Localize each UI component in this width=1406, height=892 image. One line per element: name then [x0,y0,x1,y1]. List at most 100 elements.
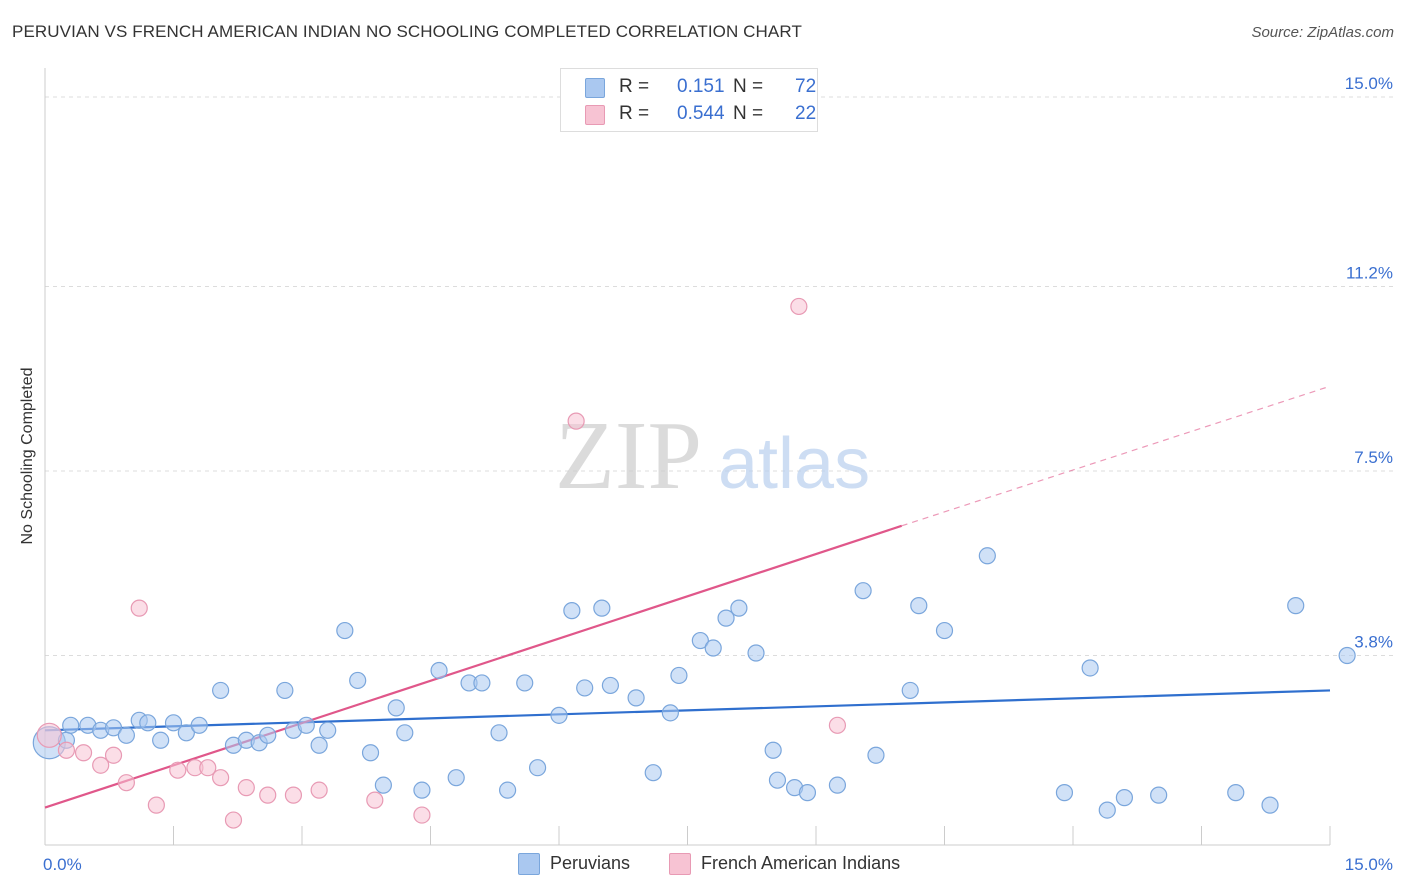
peruvian-point [349,671,367,690]
peruvian-point [901,681,919,700]
stats-r-value: 0.151 [677,76,725,97]
axes [44,68,1331,846]
peruvian-point [374,776,392,794]
y-tick-label: 7.5% [1354,448,1393,467]
french-american-indian-point [130,599,148,617]
peruvian-point [413,781,431,799]
french-american-indian-point [237,779,255,797]
stats-n-label: N = [733,76,764,97]
french-american-indian-point [310,781,328,799]
peruvian-point [1098,801,1116,819]
peruvian-point [576,679,594,697]
x-tick-label: 15.0% [1345,855,1393,874]
peruvian-point [1150,786,1168,804]
peruvian-point [152,731,170,749]
peruvian-point [867,746,885,764]
stats-box: R = 0.151 N = 72 R = 0.544 N = 22 [560,68,818,132]
peruvian-point [1261,796,1279,814]
trend-lines [44,385,1331,809]
french-american-indian-point [169,761,187,779]
peruvian-point [447,769,465,787]
stats-r-label: R = [619,103,650,124]
watermark: ZIP atlas [555,402,870,510]
french-american-indian-point [366,791,384,809]
legend-swatch-french-american-indians [669,853,691,875]
legend-swatch-peruvians [518,853,540,875]
x-tick-label: 0.0% [43,855,82,874]
trend-line-peruvians [44,689,1331,732]
peruvian-point [430,661,448,680]
peruvian-point [516,674,534,692]
y-tick-label: 3.8% [1354,633,1393,652]
peruvian-point [499,781,517,799]
french-american-indian-point [57,741,76,759]
y-tick-label: 11.2% [1346,263,1393,282]
peruvian-point [259,726,277,744]
peruvian-point [177,724,195,742]
peruvian-point [854,582,872,600]
french-american-indian-point [790,297,808,316]
peruvian-point [978,547,996,565]
french-american-indian-point [567,412,585,430]
peruvian-point [310,736,328,754]
peruvian-point [396,724,414,742]
peruvian-point [276,681,294,700]
peruvian-point [387,699,405,717]
french-american-indian-point [74,744,93,762]
peruvian-point [644,764,662,782]
peruvian-point [627,689,645,707]
peruvian-point [828,776,847,794]
peruvian-point [1227,784,1245,802]
watermark-atlas: atlas [718,424,870,504]
peruvian-point [1055,784,1074,802]
peruvian-point [593,599,611,617]
peruvian-point [910,597,928,615]
french-american-indian-point [104,746,123,764]
peruvian-point [691,631,709,650]
peruvian-point [190,716,208,734]
peruvian-point [768,771,787,789]
y-tick-label: 15.0% [1345,74,1393,93]
peruvian-point [164,714,183,732]
tick-labels: 3.8% 7.5% 11.2% 15.0% 0.0% 15.0% [43,74,1393,874]
peruvian-point [1081,659,1099,677]
french-american-indian-point [224,811,243,829]
legend-label: Peruvians [550,853,631,873]
french-american-indian-point [828,716,847,734]
french-american-indian-point [212,769,230,787]
source-credit: Source: ZipAtlas.com [1251,24,1394,41]
legend-label: French American Indians [701,853,901,873]
peruvian-point [297,716,315,734]
peruvian-point [1287,597,1305,615]
french-american-indians-swatch [585,105,605,125]
peruvian-point [117,726,135,744]
french-american-indian-point [147,796,165,814]
peruvian-point [139,714,157,732]
peruvian-point [361,744,380,762]
peruvian-point [601,676,620,695]
chart-title: PERUVIAN VS FRENCH AMERICAN INDIAN NO SC… [12,22,802,41]
peruvian-point [104,719,123,737]
peruvian-point [563,602,581,620]
trend-line-extension-french-american-indians [901,385,1331,527]
peruvian-point [528,759,547,777]
peruvian-point [336,621,354,640]
peruvians-swatch [585,78,605,98]
peruvian-point [670,666,688,685]
peruvian-point [62,716,80,734]
french-american-indian-point [259,786,277,804]
grid [45,96,1395,657]
french-american-indian-point [413,806,431,824]
french-american-indian-point [117,774,135,792]
stats-r-value: 0.544 [677,103,725,124]
peruvian-point [1338,646,1356,665]
french-american-indian-point [199,759,217,777]
stats-n-label: N = [733,103,764,124]
trend-line-french-american-indians [44,524,903,809]
peruvian-point [490,724,508,742]
peruvian-point [550,706,568,724]
peruvian-point [473,674,491,692]
peruvian-point [704,639,722,657]
peruvian-point [212,681,230,700]
peruvian-point [764,741,782,759]
